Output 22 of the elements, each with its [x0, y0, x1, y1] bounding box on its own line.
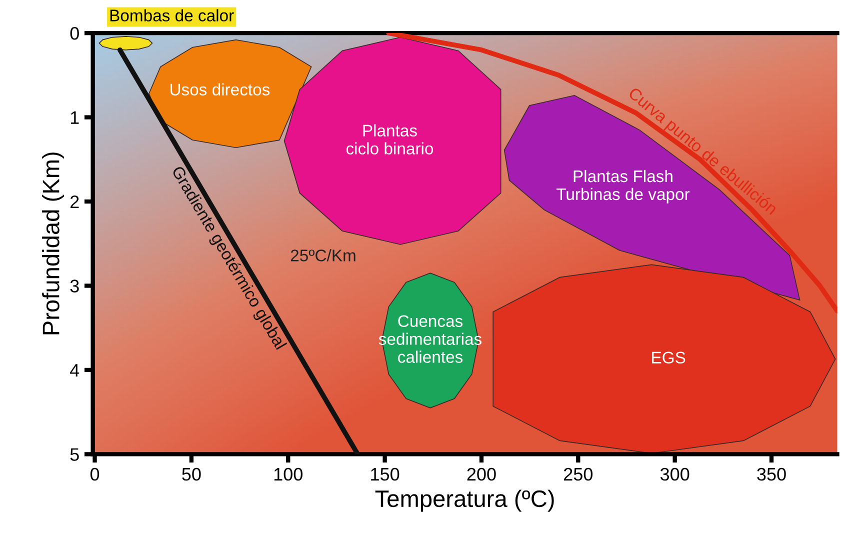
- y-tick-label: 2: [70, 195, 79, 208]
- series-label: Usos directos: [170, 83, 270, 96]
- y-tick-label: 4: [70, 364, 80, 377]
- y-tick-label: 5: [70, 448, 79, 461]
- x-tick-label: 350: [757, 468, 786, 481]
- y-tick-label: 1: [70, 111, 79, 124]
- x-tick-label: 0: [90, 468, 100, 481]
- series-label: Plantas Flash Turbinas de vapor: [556, 170, 690, 204]
- x-tick-label: 200: [467, 468, 496, 481]
- y-axis-title: Profundidad (Km): [42, 152, 64, 334]
- annotation: Bombas de calor: [110, 9, 234, 22]
- x-tick-label: 150: [371, 468, 400, 481]
- annotation: 25ºC/Km: [290, 249, 356, 262]
- x-axis-title: Temperatura (ºC): [375, 490, 554, 512]
- series-label: Plantas ciclo binario: [346, 124, 434, 154]
- y-tick-label: 0: [70, 26, 79, 40]
- series-label: EGS: [652, 352, 686, 364]
- x-tick-label: 100: [274, 468, 302, 481]
- x-tick-label: 250: [564, 468, 593, 481]
- y-tick-label: 3: [70, 280, 79, 292]
- x-tick-label: 300: [660, 468, 690, 481]
- x-tick-label: 50: [182, 468, 201, 481]
